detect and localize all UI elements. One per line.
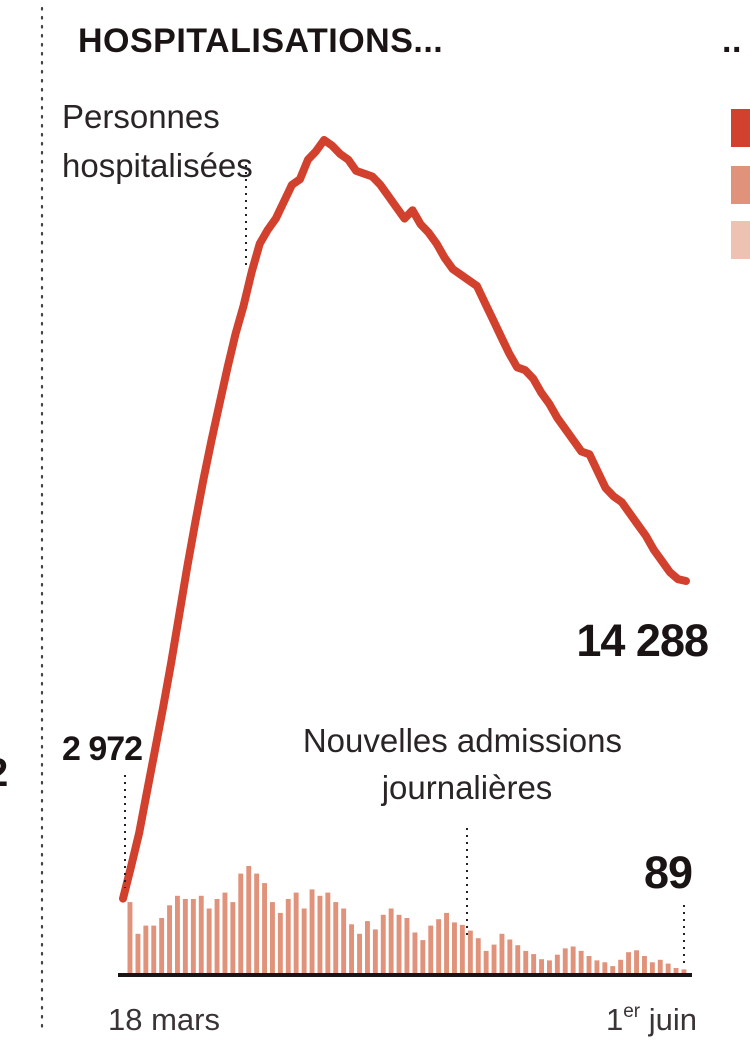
admissions-bar bbox=[325, 892, 331, 975]
admissions-bar bbox=[459, 924, 465, 975]
legend-swatch-bars-light bbox=[731, 221, 750, 259]
admissions-bar bbox=[539, 959, 544, 975]
admissions-bar bbox=[467, 930, 473, 975]
admissions-bar bbox=[341, 908, 347, 975]
admissions-bar bbox=[491, 944, 497, 975]
admissions-bar bbox=[507, 939, 513, 975]
admissions-bar bbox=[626, 952, 631, 975]
admissions-bar bbox=[642, 956, 647, 975]
admissions-bar bbox=[412, 932, 418, 975]
admissions-label-line-2: journalières bbox=[381, 769, 553, 806]
admissions-bar bbox=[396, 914, 402, 975]
admissions-bar bbox=[649, 962, 655, 975]
admissions-bar bbox=[301, 908, 307, 975]
admissions-bar bbox=[444, 912, 449, 975]
admissions-label-line-1: Nouvelles admissions bbox=[303, 722, 622, 759]
admissions-bar bbox=[586, 956, 592, 975]
admissions-bar bbox=[610, 966, 616, 975]
admissions-bar bbox=[372, 929, 378, 975]
admissions-bar bbox=[420, 940, 426, 975]
daily-admissions-bars bbox=[127, 866, 687, 975]
admissions-bar bbox=[570, 946, 576, 975]
x-label-start: 18 mars bbox=[108, 1002, 220, 1037]
admissions-bar bbox=[554, 954, 560, 975]
admissions-bar bbox=[270, 902, 275, 975]
admissions-bar bbox=[182, 899, 188, 975]
admissions-bar bbox=[665, 963, 671, 975]
admissions-bar bbox=[428, 925, 434, 975]
end-value-label: 14 288 bbox=[576, 615, 708, 666]
admissions-bar bbox=[404, 918, 410, 975]
legend-swatch-bars bbox=[731, 166, 750, 204]
admissions-bar bbox=[673, 968, 679, 975]
right-title-fragment: .. bbox=[722, 22, 742, 60]
start-value-label: 2 972 bbox=[62, 730, 142, 768]
admissions-bar bbox=[277, 912, 283, 975]
admissions-bar bbox=[254, 873, 260, 975]
admissions-bar bbox=[357, 933, 362, 975]
admissions-bar bbox=[618, 959, 624, 975]
admissions-bar bbox=[214, 899, 220, 975]
admissions-bar bbox=[602, 962, 608, 975]
admissions-bar bbox=[135, 933, 141, 975]
admissions-bar bbox=[175, 895, 180, 975]
admissions-bar bbox=[499, 933, 505, 975]
x-label-end: 1er juin bbox=[606, 1001, 697, 1037]
admissions-bar bbox=[238, 873, 244, 975]
x-label-end-suffix: juin bbox=[640, 1002, 697, 1037]
admissions-bar bbox=[143, 925, 149, 975]
admissions-bar bbox=[349, 924, 354, 975]
admissions-bar bbox=[578, 950, 584, 975]
admissions-bar bbox=[483, 950, 489, 975]
admissions-bar bbox=[523, 950, 529, 975]
admissions-bar bbox=[681, 969, 687, 975]
hospitalised-label-line-2: hospitalisées bbox=[62, 147, 253, 184]
admissions-bar bbox=[309, 889, 315, 975]
admissions-bar bbox=[222, 892, 228, 975]
admissions-bar bbox=[531, 954, 537, 975]
admissions-bar bbox=[452, 922, 457, 975]
admissions-bar bbox=[198, 895, 204, 975]
admissions-bar bbox=[285, 899, 291, 975]
hospitalised-label: Personnes hospitalisées bbox=[62, 98, 253, 184]
admissions-bar bbox=[515, 945, 521, 975]
admissions-bar bbox=[365, 921, 370, 975]
hospitalised-label-line-1: Personnes bbox=[62, 98, 220, 135]
admissions-bar bbox=[206, 908, 212, 975]
end-admissions-label: 89 bbox=[644, 847, 692, 898]
admissions-bar bbox=[190, 899, 196, 975]
admissions-bar bbox=[436, 919, 442, 975]
admissions-bar bbox=[562, 948, 568, 975]
admissions-bar bbox=[657, 959, 663, 975]
legend-swatch-line bbox=[731, 109, 750, 147]
x-label-end-sup: er bbox=[623, 1001, 641, 1022]
admissions-bar bbox=[634, 950, 639, 975]
admissions-bar bbox=[293, 892, 299, 975]
admissions-bar bbox=[380, 914, 386, 975]
x-label-end-prefix: 1 bbox=[606, 1002, 623, 1037]
chart-title: HOSPITALISATIONS... bbox=[78, 22, 443, 60]
hospitalised-line bbox=[119, 136, 690, 903]
admissions-bar bbox=[167, 905, 172, 975]
admissions-bar bbox=[151, 925, 157, 975]
admissions-bar bbox=[246, 866, 252, 975]
admissions-bar bbox=[388, 908, 394, 975]
admissions-bar bbox=[333, 902, 339, 975]
left-edge-fragment: 2 bbox=[0, 751, 7, 795]
admissions-bar bbox=[159, 918, 165, 975]
admissions-bar bbox=[475, 938, 481, 975]
admissions-label: Nouvelles admissions journalières bbox=[303, 722, 631, 806]
admissions-bar bbox=[127, 902, 133, 975]
admissions-bar bbox=[262, 883, 267, 975]
admissions-bar bbox=[547, 960, 552, 975]
admissions-bar bbox=[317, 895, 323, 975]
admissions-bar bbox=[594, 960, 600, 975]
admissions-bar bbox=[230, 902, 236, 975]
